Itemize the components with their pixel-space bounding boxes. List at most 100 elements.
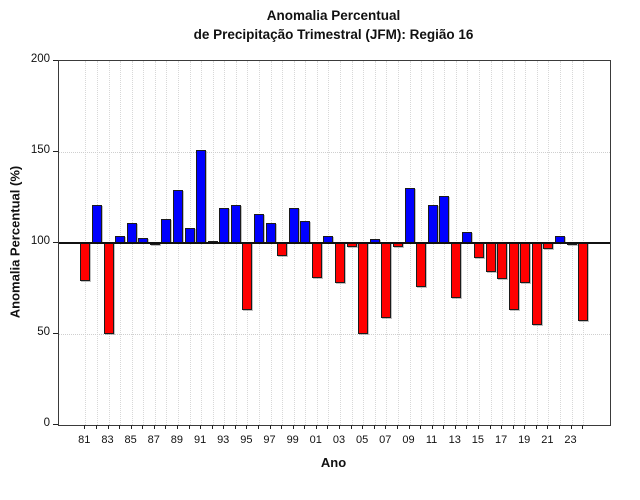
x-tick-06 — [373, 425, 375, 429]
x-tick-label-87: 87 — [147, 434, 160, 446]
x-tick-label-09: 09 — [402, 434, 415, 446]
x-tick-94 — [234, 425, 236, 429]
x-tick-label-81: 81 — [78, 434, 91, 446]
bar-13 — [450, 243, 461, 298]
baseline-100 — [59, 242, 610, 244]
x-tick-17 — [501, 425, 503, 429]
x-tick-03 — [339, 425, 340, 429]
bar-01 — [311, 243, 322, 278]
plot-area — [58, 60, 611, 426]
x-tick-01 — [315, 425, 317, 429]
x-tick-label-97: 97 — [263, 434, 276, 446]
x-tick-87 — [153, 425, 155, 429]
bar-94 — [230, 204, 241, 243]
chart-title-line2: de Precipitação Trimestral (JFM): Região… — [193, 27, 474, 42]
x-tick-11 — [431, 425, 433, 429]
x-tick-14 — [466, 425, 468, 429]
chart-title: Anomalia Percentual de Precipitação Trim… — [58, 6, 609, 44]
x-tick-label-21: 21 — [541, 434, 554, 446]
x-tick-20 — [535, 425, 537, 429]
x-tick-21 — [547, 425, 549, 429]
x-tick-83 — [107, 425, 109, 429]
x-tick-18 — [512, 425, 514, 429]
y-tick-label-200: 200 — [30, 53, 50, 65]
bar-91 — [196, 150, 207, 243]
horizontal-gridline — [59, 334, 610, 335]
chart-title-line1: Anomalia Percentual — [266, 8, 401, 23]
x-tick-label-83: 83 — [101, 434, 114, 446]
bar-89 — [172, 190, 183, 243]
x-tick-label-19: 19 — [518, 434, 531, 446]
bar-83 — [103, 243, 114, 334]
x-axis-title: Ano — [320, 455, 347, 470]
x-tick-label-13: 13 — [448, 434, 461, 446]
bar-17 — [497, 243, 508, 280]
x-tick-91 — [200, 425, 202, 429]
x-tick-93 — [223, 425, 225, 429]
x-tick-label-05: 05 — [355, 434, 369, 446]
bar-18 — [508, 243, 519, 311]
bar-93 — [219, 208, 230, 243]
bar-15 — [473, 243, 484, 258]
x-tick-label-01: 01 — [309, 434, 322, 446]
x-tick-label-89: 89 — [170, 434, 184, 446]
bar-97 — [265, 223, 276, 243]
x-tick-86 — [142, 425, 144, 429]
bar-07 — [381, 243, 392, 318]
bar-98 — [277, 243, 288, 256]
x-tick-00 — [304, 425, 306, 429]
y-tick-label-50: 50 — [37, 326, 50, 338]
x-tick-82 — [95, 425, 97, 429]
y-tick-label-0: 0 — [43, 417, 50, 429]
x-tick-24 — [582, 425, 584, 429]
x-tick-98 — [281, 425, 283, 429]
bar-88 — [161, 219, 172, 243]
x-tick-16 — [489, 425, 491, 429]
bar-00 — [300, 221, 311, 243]
x-tick-label-99: 99 — [286, 434, 299, 446]
x-tick-label-07: 07 — [379, 434, 392, 446]
x-tick-label-95: 95 — [240, 434, 253, 446]
bar-24 — [578, 243, 589, 322]
bar-16 — [485, 243, 496, 273]
x-tick-05 — [362, 425, 364, 429]
x-tick-label-11: 11 — [425, 434, 438, 446]
bar-95 — [242, 243, 253, 311]
x-tick-88 — [165, 425, 167, 429]
x-tick-85 — [130, 425, 132, 429]
x-tick-22 — [559, 425, 560, 429]
x-tick-97 — [269, 425, 271, 429]
x-tick-label-85: 85 — [124, 434, 137, 446]
x-tick-label-93: 93 — [217, 434, 230, 446]
x-tick-15 — [477, 425, 479, 429]
x-tick-19 — [524, 425, 526, 429]
x-tick-label-91: 91 — [193, 434, 207, 446]
bar-81 — [80, 243, 91, 282]
x-tick-84 — [119, 425, 120, 429]
x-tick-label-15: 15 — [471, 434, 485, 446]
y-tick-50 — [53, 333, 58, 334]
x-tick-label-23: 23 — [564, 434, 577, 446]
bar-03 — [335, 243, 345, 283]
bar-85 — [126, 223, 137, 243]
x-tick-08 — [396, 425, 398, 429]
y-axis-title: Anomalia Percentual (%) — [7, 165, 23, 319]
bar-19 — [520, 243, 531, 283]
x-tick-07 — [385, 425, 387, 429]
bar-09 — [404, 188, 415, 243]
bar-12 — [439, 195, 450, 243]
bar-96 — [254, 213, 264, 243]
x-tick-02 — [327, 425, 329, 429]
y-tick-150 — [53, 151, 58, 152]
x-tick-13 — [454, 425, 456, 429]
x-tick-04 — [350, 425, 352, 429]
bar-05 — [358, 243, 369, 334]
x-tick-23 — [570, 425, 572, 429]
x-tick-81 — [84, 425, 86, 429]
bar-99 — [288, 208, 299, 243]
y-tick-label-150: 150 — [30, 144, 50, 156]
x-tick-95 — [246, 425, 248, 429]
x-tick-89 — [176, 425, 178, 429]
x-tick-12 — [443, 425, 445, 429]
